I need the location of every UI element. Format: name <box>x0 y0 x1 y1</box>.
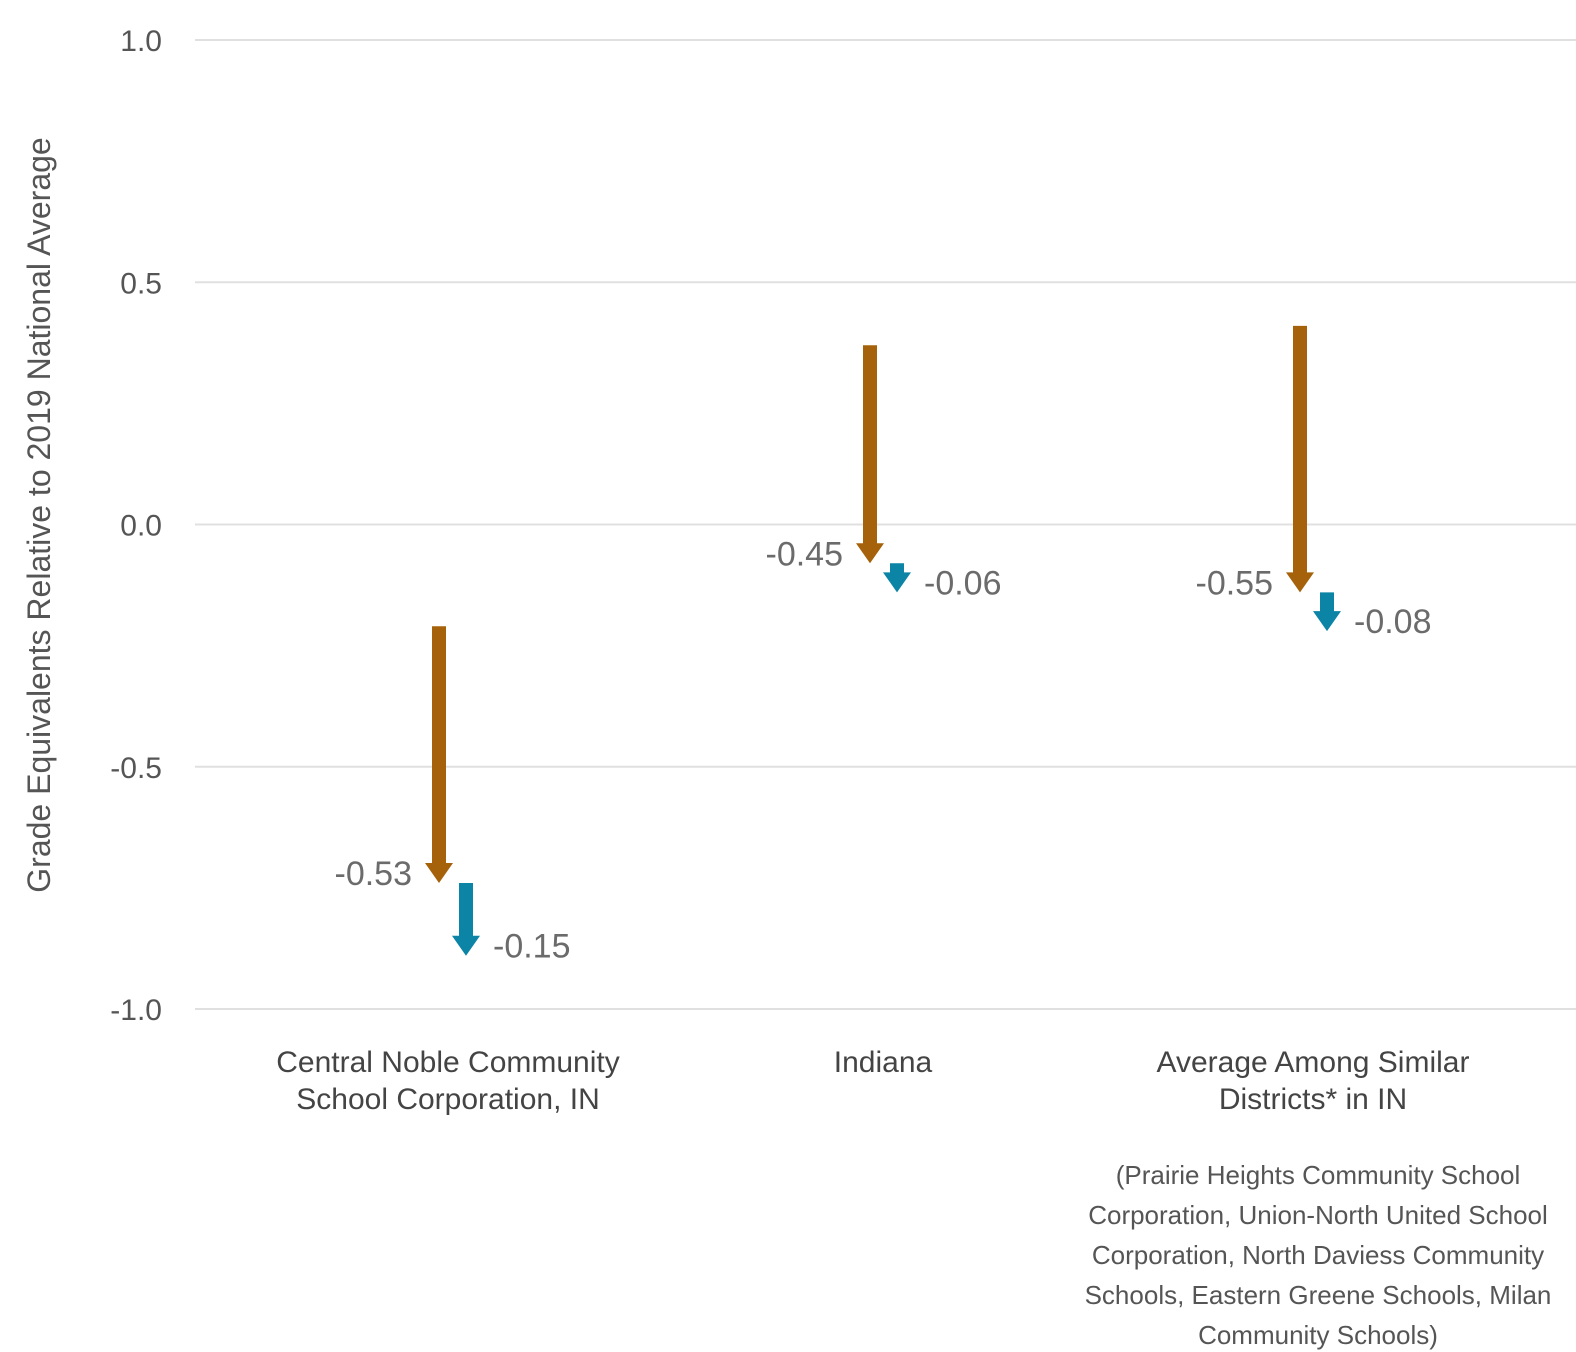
y-axis-ticks: 1.0 0.5 0.0 -0.5 -1.0 <box>110 25 162 1027</box>
y-axis-title: Grade Equivalents Relative to 2019 Natio… <box>21 137 57 892</box>
category-note-label: (Prairie Heights Community School <box>1116 1160 1521 1190</box>
gridlines <box>195 39 1576 1010</box>
category-label: Indiana <box>834 1046 933 1079</box>
arrow-marks: -0.53 -0.15 -0.45 -0.06 -0.55 -0.08 <box>335 325 1432 966</box>
category-label: School Corporation, IN <box>296 1083 600 1116</box>
second-change-value-label: -0.06 <box>924 564 1002 602</box>
first-change-value-label: -0.45 <box>766 535 844 573</box>
category-label: Central Noble Community <box>276 1046 619 1079</box>
category-note-label: Corporation, North Daviess Community <box>1092 1240 1544 1270</box>
first-change-arrow <box>1286 325 1314 593</box>
y-tick-label: -0.5 <box>110 752 162 785</box>
second-change-arrow <box>883 563 911 593</box>
first-change-arrow <box>856 345 884 564</box>
category-label: Average Among Similar <box>1157 1046 1470 1079</box>
y-tick-label: 0.5 <box>120 267 162 300</box>
category-note-label: Schools, Eastern Greene Schools, Milan <box>1085 1280 1552 1310</box>
y-tick-label: 0.0 <box>120 510 162 543</box>
category-labels: Central Noble Community School Corporatio… <box>276 1046 1551 1350</box>
first-change-value-label: -0.53 <box>335 855 413 893</box>
second-change-value-label: -0.15 <box>493 928 571 966</box>
second-change-arrow <box>452 883 480 956</box>
first-change-arrow <box>425 626 453 884</box>
y-tick-label: -1.0 <box>110 994 162 1027</box>
y-tick-label: 1.0 <box>120 25 162 58</box>
first-change-value-label: -0.55 <box>1196 564 1274 602</box>
second-change-value-label: -0.08 <box>1354 603 1432 641</box>
second-change-arrow <box>1313 592 1341 632</box>
category-note-label: Community Schools) <box>1198 1320 1438 1350</box>
category-note-label: Corporation, Union-North United School <box>1088 1200 1548 1230</box>
category-label: Districts* in IN <box>1219 1083 1407 1116</box>
